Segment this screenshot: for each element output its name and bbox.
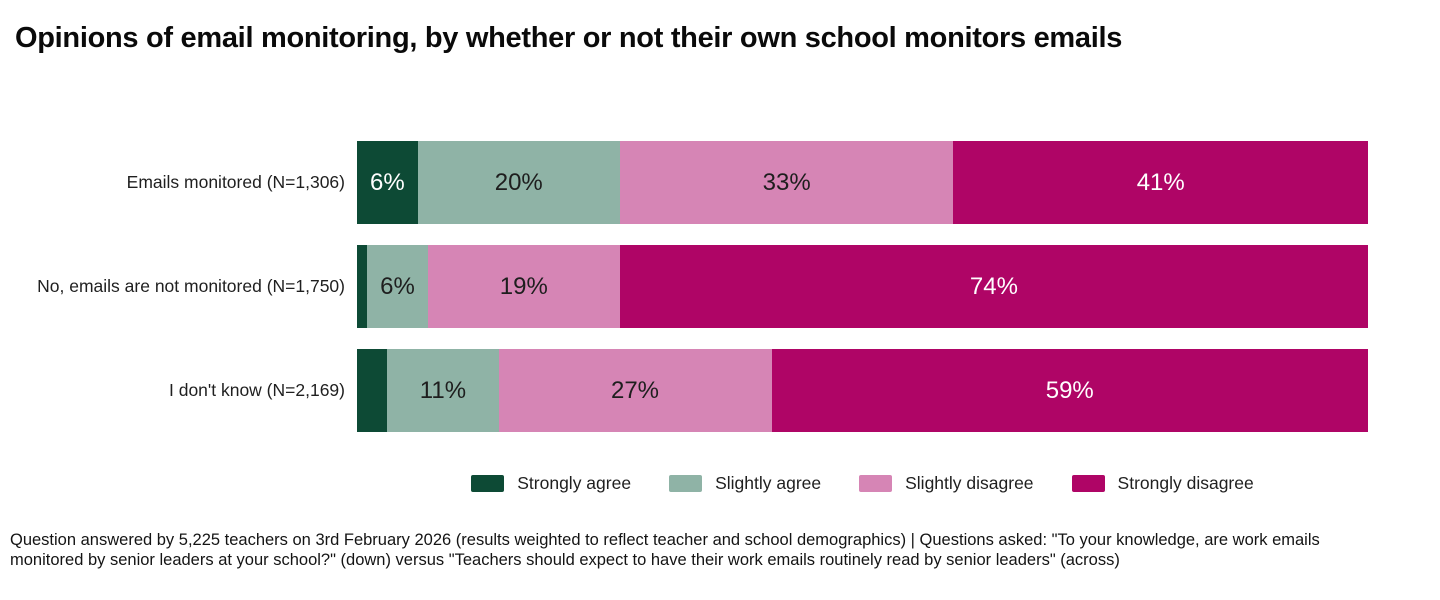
bar-track: 6% 20% 33% 41% (357, 141, 1368, 224)
bar-row-3: I don't know (N=2,169) 11% 27% 59% (0, 349, 1440, 432)
bar-segment-slightly-agree: 20% (417, 141, 620, 224)
value-label: 33% (762, 168, 811, 196)
category-label: No, emails are not monitored (N=1,750) (37, 276, 345, 296)
legend-label: Strongly disagree (1117, 473, 1254, 493)
value-label: 41% (1136, 168, 1185, 196)
bar-segment-slightly-agree: 6% (367, 245, 428, 328)
legend-swatch-slightly-agree (669, 475, 703, 492)
bar-segment-strongly-disagree: 41% (953, 141, 1368, 224)
legend: Strongly agree Slightly agree Slightly dis… (357, 473, 1368, 494)
value-label: 19% (499, 272, 548, 300)
category-label: Emails monitored (N=1,306) (126, 172, 345, 192)
legend-item-strongly-disagree: Strongly disagree (1071, 473, 1254, 494)
bar-segment-slightly-agree: 11% (387, 349, 499, 432)
value-label: 6% (380, 272, 415, 300)
bar-track: 11% 27% 59% (357, 349, 1368, 432)
legend-label: Slightly agree (715, 473, 822, 493)
value-label: 11% (419, 376, 467, 404)
legend-item-slightly-disagree: Slightly disagree (859, 473, 1034, 494)
value-label: 6% (369, 168, 405, 196)
value-label: 59% (1045, 376, 1094, 404)
chart-title: Opinions of email monitoring, by whether… (15, 22, 1123, 54)
category-label: I don't know (N=2,169) (168, 380, 345, 400)
legend-item-strongly-agree: Strongly agree (471, 473, 631, 494)
value-label: 27% (610, 376, 660, 404)
bar-segment-strongly-disagree: 74% (619, 245, 1368, 328)
value-label: 74% (969, 272, 1018, 300)
legend-swatch-strongly-agree (471, 475, 505, 492)
legend-label: Strongly agree (517, 473, 632, 493)
bar-segment-strongly-disagree: 59% (771, 349, 1368, 432)
legend-swatch-strongly-disagree (1071, 475, 1105, 492)
bar-segment-slightly-disagree: 33% (619, 141, 954, 224)
bar-segment-strongly-agree: 6% (357, 141, 418, 224)
value-label: 20% (494, 168, 543, 196)
legend-item-slightly-agree: Slightly agree (669, 473, 821, 494)
plot-area: Emails monitored (N=1,306) 6% 20% 33% 41% No,… (0, 141, 1440, 433)
legend-label: Slightly disagree (905, 473, 1034, 493)
bar-segment-strongly-agree (357, 245, 368, 328)
legend-swatch-slightly-disagree (859, 475, 893, 492)
bar-segment-slightly-disagree: 19% (427, 245, 620, 328)
bar-segment-strongly-agree (357, 349, 388, 432)
bar-segment-slightly-disagree: 27% (498, 349, 772, 432)
bar-track: 6% 19% 74% (357, 245, 1368, 328)
bar-row-1: Emails monitored (N=1,306) 6% 20% 33% 41% (0, 141, 1440, 224)
footnote: Question answered by 5,225 teachers on 3… (10, 531, 1320, 569)
bar-row-2: No, emails are not monitored (N=1,750) 6%… (0, 245, 1440, 328)
